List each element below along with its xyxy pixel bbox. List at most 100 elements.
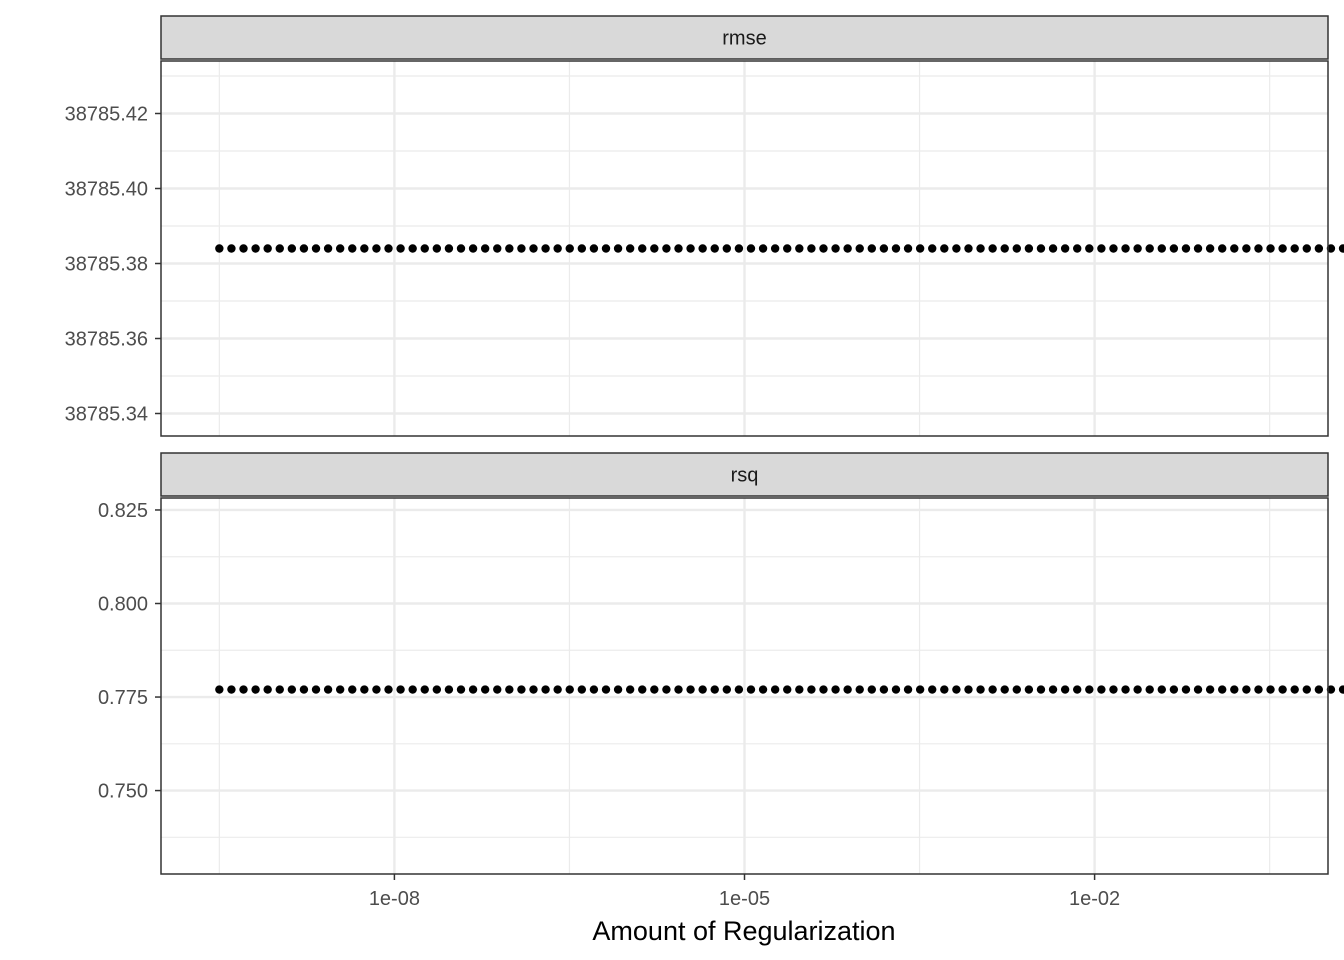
strip-label-rsq: rsq xyxy=(731,465,759,487)
y-tick-label: 0.750 xyxy=(98,781,148,803)
data-point xyxy=(1290,685,1299,694)
data-point xyxy=(710,244,719,253)
data-point xyxy=(493,685,502,694)
data-point xyxy=(529,244,538,253)
data-point xyxy=(734,685,744,694)
data-point xyxy=(843,685,852,694)
data-point xyxy=(795,244,804,253)
data-point xyxy=(420,685,429,694)
data-point xyxy=(589,685,599,694)
data-point xyxy=(360,244,369,253)
data-point xyxy=(928,685,937,694)
data-point xyxy=(239,685,248,694)
data-point xyxy=(1230,244,1239,253)
data-point xyxy=(1181,244,1191,253)
data-point xyxy=(1157,685,1166,694)
y-tick-label: 38785.42 xyxy=(65,104,148,126)
data-point xyxy=(420,244,429,253)
data-point xyxy=(263,244,272,253)
data-point xyxy=(952,685,961,694)
data-point xyxy=(396,244,405,253)
data-point xyxy=(1218,685,1227,694)
data-point xyxy=(758,685,768,694)
data-point xyxy=(964,244,973,253)
data-point xyxy=(1036,685,1046,694)
data-point xyxy=(1278,685,1287,694)
data-point xyxy=(1157,244,1166,253)
data-point xyxy=(348,244,357,253)
data-point xyxy=(517,685,526,694)
data-point xyxy=(1314,244,1324,253)
data-point xyxy=(746,685,756,694)
data-point xyxy=(1193,685,1203,694)
data-point xyxy=(807,685,816,694)
data-point xyxy=(335,244,345,253)
data-point xyxy=(1314,685,1324,694)
data-point xyxy=(1109,244,1118,253)
data-point xyxy=(686,244,695,253)
data-point xyxy=(408,685,417,694)
data-point xyxy=(299,244,309,253)
data-point xyxy=(1060,685,1070,694)
data-point xyxy=(783,685,792,694)
data-point xyxy=(807,244,816,253)
data-point xyxy=(1097,685,1106,694)
data-point xyxy=(1302,685,1311,694)
x-axis-title: Amount of Regularization xyxy=(592,916,895,946)
data-point xyxy=(710,685,719,694)
data-point xyxy=(565,685,574,694)
data-point xyxy=(662,685,671,694)
data-point xyxy=(988,685,997,694)
data-point xyxy=(650,685,659,694)
data-point xyxy=(1145,244,1154,253)
data-point xyxy=(468,685,478,694)
y-tick-label: 38785.40 xyxy=(65,179,148,201)
data-point xyxy=(311,685,321,694)
data-point xyxy=(348,685,357,694)
data-point xyxy=(855,244,864,253)
data-point xyxy=(311,244,321,253)
data-point xyxy=(1326,244,1336,253)
data-point xyxy=(819,244,828,253)
data-point xyxy=(1133,685,1142,694)
strip-rmse xyxy=(160,15,1329,60)
data-point xyxy=(613,244,623,253)
data-point xyxy=(505,244,514,253)
facet-panel-rmse: rmse 38785.34 38785.36 38785.38 38785.40 3878… xyxy=(65,15,1344,437)
y-tick-label: 0.775 xyxy=(98,687,148,709)
data-point xyxy=(456,244,466,253)
data-point xyxy=(843,244,852,253)
data-point xyxy=(1097,244,1106,253)
data-point xyxy=(1181,685,1191,694)
data-point xyxy=(879,244,889,253)
data-point xyxy=(770,685,780,694)
y-tick-label: 38785.36 xyxy=(65,329,148,351)
panel-border xyxy=(160,60,1329,437)
data-point xyxy=(891,244,901,253)
data-point xyxy=(493,244,502,253)
data-point xyxy=(384,244,393,253)
data-point xyxy=(1338,685,1344,694)
data-point xyxy=(879,685,889,694)
y-tick-label: 38785.38 xyxy=(65,254,148,276)
data-point xyxy=(1254,685,1263,694)
data-point xyxy=(638,244,647,253)
data-point xyxy=(928,244,937,253)
data-point xyxy=(867,685,877,694)
data-point xyxy=(625,685,635,694)
data-point xyxy=(940,685,949,694)
data-point xyxy=(1242,685,1251,694)
data-point xyxy=(517,244,526,253)
x-tick-label: 1e-05 xyxy=(719,888,770,910)
data-point xyxy=(1218,244,1227,253)
data-point xyxy=(915,685,925,694)
data-point xyxy=(287,685,297,694)
data-point xyxy=(698,685,707,694)
data-point xyxy=(1048,685,1058,694)
data-point xyxy=(275,244,284,253)
data-point xyxy=(940,244,949,253)
data-point xyxy=(1205,244,1215,253)
data-point xyxy=(384,685,393,694)
data-point xyxy=(831,244,840,253)
data-point xyxy=(746,244,756,253)
